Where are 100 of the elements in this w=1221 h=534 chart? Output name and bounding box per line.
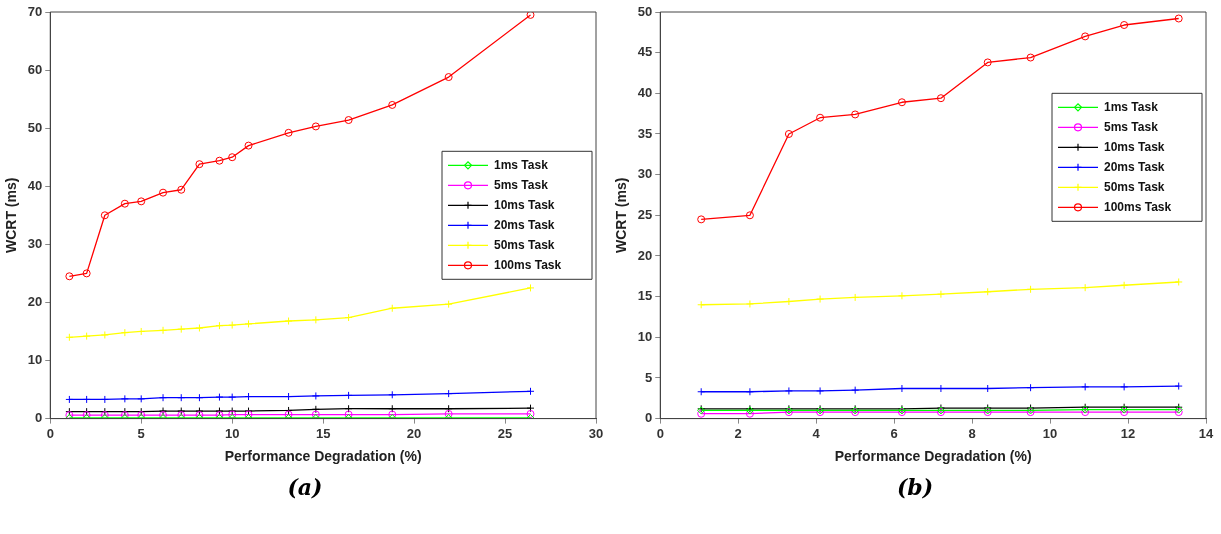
- point: [344, 116, 353, 125]
- point: [65, 333, 74, 342]
- y-tick-label: 30: [27, 235, 43, 251]
- y-tick-label: 60: [27, 61, 43, 77]
- point: [526, 409, 535, 418]
- point: [784, 129, 793, 138]
- y-tick-label: 30: [637, 166, 653, 182]
- legend-label: 1ms Task: [494, 157, 549, 172]
- point: [311, 410, 320, 419]
- x-tick-label: 10: [1042, 425, 1058, 441]
- point: [195, 393, 204, 402]
- legend-label: 1ms Task: [1104, 99, 1159, 114]
- point: [137, 394, 146, 403]
- point: [1081, 283, 1090, 292]
- point: [344, 313, 353, 322]
- point: [177, 407, 186, 416]
- point: [526, 404, 535, 413]
- point: [65, 272, 74, 281]
- y-tick-label: 10: [27, 352, 43, 368]
- point: [444, 300, 453, 309]
- point: [244, 319, 253, 328]
- point: [159, 188, 168, 197]
- x-tick-label: 30: [588, 425, 604, 441]
- point: [82, 395, 91, 404]
- point: [344, 391, 353, 400]
- point: [1081, 32, 1090, 41]
- legend-label: 100ms Task: [1104, 199, 1172, 214]
- y-tick-label: 50: [27, 119, 43, 135]
- point: [936, 290, 945, 299]
- point: [284, 128, 293, 137]
- point: [120, 328, 129, 337]
- point: [1174, 277, 1183, 286]
- point: [311, 405, 320, 414]
- point: [195, 407, 204, 416]
- point: [177, 185, 186, 194]
- point: [816, 113, 825, 122]
- point: [897, 98, 906, 107]
- point: [228, 321, 237, 330]
- point: [311, 315, 320, 324]
- legend-label: 50ms Task: [494, 237, 555, 252]
- point: [284, 410, 293, 419]
- point: [159, 407, 168, 416]
- point: [526, 12, 535, 19]
- point: [745, 211, 754, 220]
- point: [159, 393, 168, 402]
- point: [1026, 285, 1035, 294]
- point: [816, 295, 825, 304]
- point: [983, 287, 992, 296]
- point: [784, 386, 793, 395]
- point: [1174, 14, 1183, 23]
- point: [137, 327, 146, 336]
- legend-label: 10ms Task: [1104, 139, 1165, 154]
- x-tick-label: 10: [224, 425, 240, 441]
- point: [311, 391, 320, 400]
- legend-label: 20ms Task: [1104, 159, 1165, 174]
- point: [526, 387, 535, 396]
- legend-label: 5ms Task: [494, 177, 549, 192]
- point: [851, 386, 860, 395]
- point: [82, 332, 91, 341]
- y-tick-label: 20: [27, 294, 43, 310]
- point: [851, 110, 860, 119]
- x-tick-label: 0: [46, 425, 54, 441]
- point: [388, 304, 397, 313]
- point: [215, 407, 224, 416]
- text: (b): [895, 474, 935, 500]
- point: [177, 325, 186, 334]
- point: [936, 94, 945, 103]
- point: [983, 58, 992, 67]
- y-tick-label: 0: [35, 410, 43, 426]
- point: [215, 321, 224, 330]
- point: [228, 153, 237, 162]
- point: [388, 390, 397, 399]
- x-tick-label: 4: [812, 425, 821, 441]
- point: [215, 156, 224, 165]
- point: [1120, 281, 1129, 290]
- point: [444, 389, 453, 398]
- x-tick-label: 25: [497, 425, 513, 441]
- point: [177, 393, 186, 402]
- legend-label: 20ms Task: [494, 217, 555, 232]
- point: [1026, 53, 1035, 62]
- y-axis-title: WCRT (ms): [613, 177, 630, 254]
- legend-label: 100ms Task: [494, 257, 562, 272]
- point: [444, 73, 453, 82]
- point: [697, 300, 706, 309]
- text: (a): [286, 474, 324, 500]
- point: [851, 293, 860, 302]
- point: [1174, 382, 1183, 391]
- x-tick-label: 12: [1120, 425, 1136, 441]
- point: [100, 211, 109, 220]
- y-tick-label: 0: [645, 410, 653, 426]
- point: [195, 323, 204, 332]
- x-tick-label: 8: [968, 425, 976, 441]
- point: [215, 393, 224, 402]
- x-axis-title: Performance Degradation (%): [224, 448, 422, 465]
- point: [897, 291, 906, 300]
- point: [1026, 383, 1035, 392]
- point: [120, 394, 129, 403]
- y-tick-label: 5: [645, 369, 653, 385]
- point: [65, 395, 74, 404]
- point: [816, 386, 825, 395]
